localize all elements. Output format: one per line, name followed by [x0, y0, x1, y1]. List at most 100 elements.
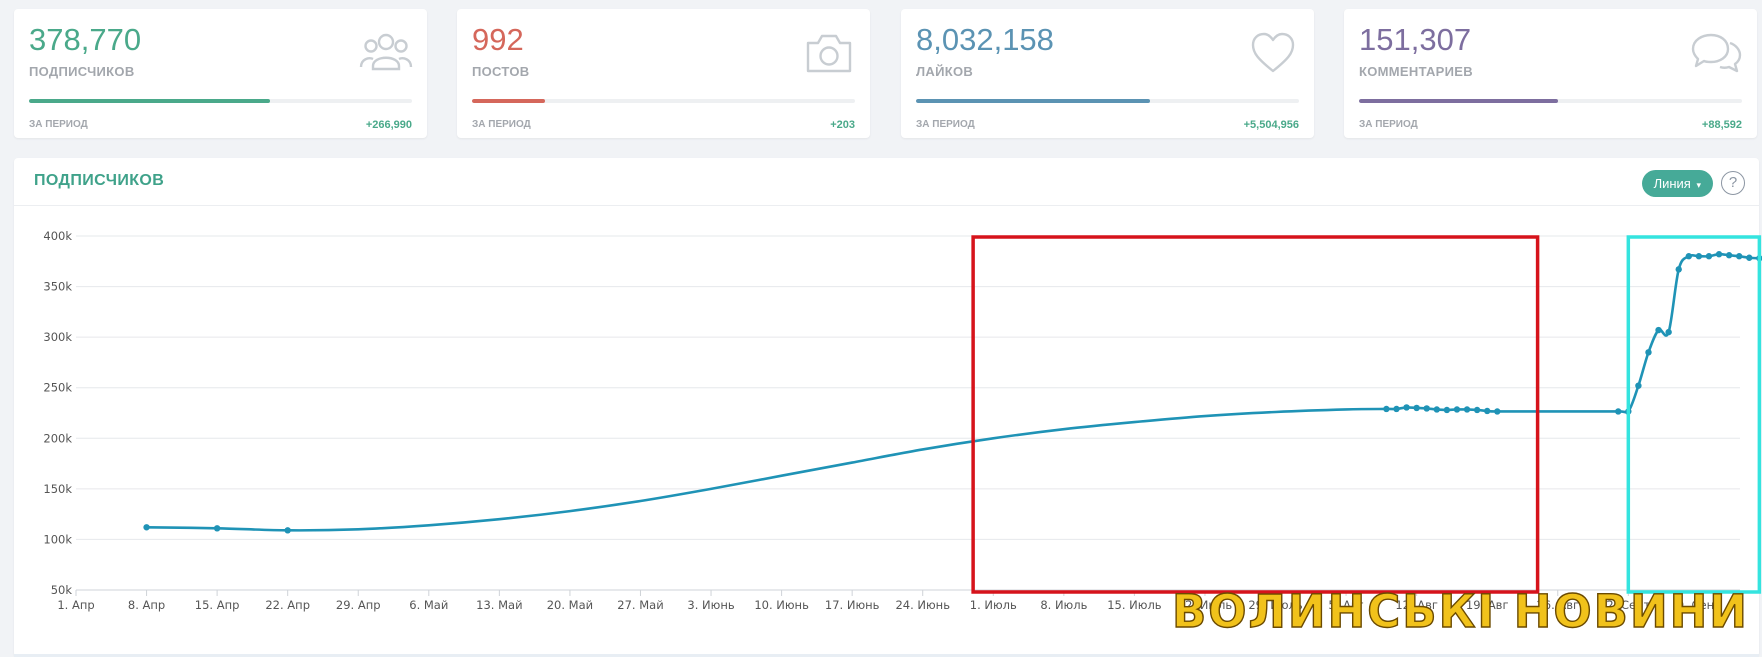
data-point [1615, 408, 1622, 415]
data-point [1705, 253, 1713, 260]
progress-track [1359, 99, 1742, 103]
stat-value: 992 [472, 22, 524, 57]
x-tick-label: 15. Апр [195, 598, 240, 612]
x-tick-label: 2. Сент [1606, 598, 1650, 612]
x-tick-label: 13. Май [476, 598, 522, 612]
data-point [1736, 253, 1743, 260]
x-tick-label: 8. Июль [1040, 598, 1087, 612]
heart-icon [1251, 32, 1295, 73]
x-tick-label: 22. Апр [265, 598, 310, 612]
data-point [1403, 404, 1410, 411]
red-highlight-box [971, 235, 1540, 594]
data-point [213, 525, 221, 532]
camera-icon [806, 34, 852, 73]
y-tick-label: 350k [43, 280, 72, 294]
stat-card-likes: 8,032,158 ЛАЙКОВ ЗА ПЕРИОД +5,504,956 [901, 9, 1314, 138]
period-label: ЗА ПЕРИОД [1359, 119, 1418, 130]
data-point [1746, 254, 1753, 261]
data-point [1494, 408, 1501, 415]
data-point [1473, 406, 1481, 414]
stat-label: ПОДПИСЧИКОВ [29, 64, 135, 79]
help-icon[interactable]: ? [1721, 171, 1745, 195]
y-tick-label: 200k [43, 431, 72, 445]
x-tick-label: 22. Июль [1178, 598, 1233, 612]
x-tick-label: 12. Авг [1395, 598, 1438, 612]
x-tick-label: 29. Июль [1248, 598, 1303, 612]
y-tick-label: 50k [51, 583, 73, 597]
watermark-logo: ВОЛИНСЬКІ НОВИНИ [1171, 584, 1749, 638]
data-point [1655, 326, 1662, 334]
data-point [1665, 328, 1672, 336]
x-tick-label: 27. Май [617, 598, 663, 612]
panel-divider [14, 205, 1759, 206]
x-tick-label: 19. Авг [1466, 598, 1509, 612]
stat-label: ПОСТОВ [472, 64, 530, 79]
period-delta: +203 [830, 119, 855, 131]
x-tick-label: 9. Сент [1677, 598, 1721, 612]
data-point [1463, 406, 1471, 413]
stat-value: 8,032,158 [916, 22, 1054, 57]
progress-fill [472, 99, 545, 103]
data-point [1645, 349, 1652, 356]
y-tick-label: 250k [43, 381, 72, 395]
stat-card-comments: 151,307 КОММЕНТАРИЕВ ЗА ПЕРИОД +88,592 [1344, 9, 1757, 138]
period-label: ЗА ПЕРИОД [29, 119, 88, 130]
progress-fill [1359, 99, 1559, 103]
progress-fill [916, 99, 1150, 103]
cyan-highlight-box [1626, 235, 1762, 594]
data-point [1443, 406, 1451, 414]
data-point [1393, 405, 1400, 413]
stat-value: 151,307 [1359, 22, 1472, 57]
x-tick-label: 15. Июль [1107, 598, 1162, 612]
y-tick-label: 300k [43, 330, 72, 344]
data-point [143, 524, 150, 531]
stat-label: ЛАЙКОВ [916, 64, 974, 79]
x-tick-label: 20. Май [547, 598, 593, 612]
data-point [1635, 382, 1642, 389]
x-tick-label: 26. Авг [1536, 598, 1579, 612]
progress-fill [29, 99, 271, 103]
y-tick-label: 150k [43, 482, 72, 496]
x-tick-label: 8. Апр [128, 598, 165, 612]
data-point [1715, 251, 1723, 258]
data-point [1423, 405, 1430, 412]
progress-track [29, 99, 412, 103]
period-delta: +266,990 [365, 119, 412, 131]
stat-value: 378,770 [29, 22, 142, 57]
progress-track [916, 99, 1299, 103]
x-tick-label: 1. Апр [57, 598, 94, 612]
panel-bottom-border [14, 654, 1759, 657]
data-point [1695, 253, 1703, 260]
stat-label: КОММЕНТАРИЕВ [1359, 64, 1473, 79]
data-point [1433, 406, 1441, 413]
stat-card-posts: 992 ПОСТОВ ЗА ПЕРИОД +203 [457, 9, 870, 138]
x-tick-label: 24. Июнь [895, 598, 950, 612]
y-tick-label: 100k [43, 532, 72, 546]
data-point [1675, 266, 1682, 273]
data-point [1484, 407, 1491, 415]
x-tick-label: 3. Июнь [687, 598, 734, 612]
x-tick-label: 6. Май [409, 598, 448, 612]
data-point [1453, 406, 1461, 413]
data-point [1685, 253, 1693, 260]
period-label: ЗА ПЕРИОД [916, 119, 975, 130]
period-delta: +88,592 [1701, 119, 1742, 131]
stat-card-subscribers: 378,770 ПОДПИСЧИКОВ ЗА ПЕРИОД +266,990 [14, 9, 427, 138]
x-tick-label: 1. Июль [970, 598, 1017, 612]
data-point [284, 527, 291, 534]
period-label: ЗА ПЕРИОД [472, 119, 531, 130]
y-tick-label: 400k [43, 229, 72, 243]
chevron-down-icon: ▾ [1696, 180, 1701, 190]
x-tick-label: 5. Авг [1328, 598, 1363, 612]
period-delta: +5,504,956 [1243, 119, 1299, 131]
users-icon [359, 33, 413, 71]
data-point [1725, 252, 1733, 259]
chart-type-label: Линия [1653, 176, 1691, 191]
x-tick-label: 29. Апр [336, 598, 381, 612]
chart-type-dropdown[interactable]: Линия ▾ [1641, 170, 1713, 197]
progress-track [472, 99, 855, 103]
x-tick-label: 17. Июнь [825, 598, 880, 612]
panel-title: ПОДПИСЧИКОВ [34, 172, 165, 189]
data-point [1413, 404, 1420, 412]
